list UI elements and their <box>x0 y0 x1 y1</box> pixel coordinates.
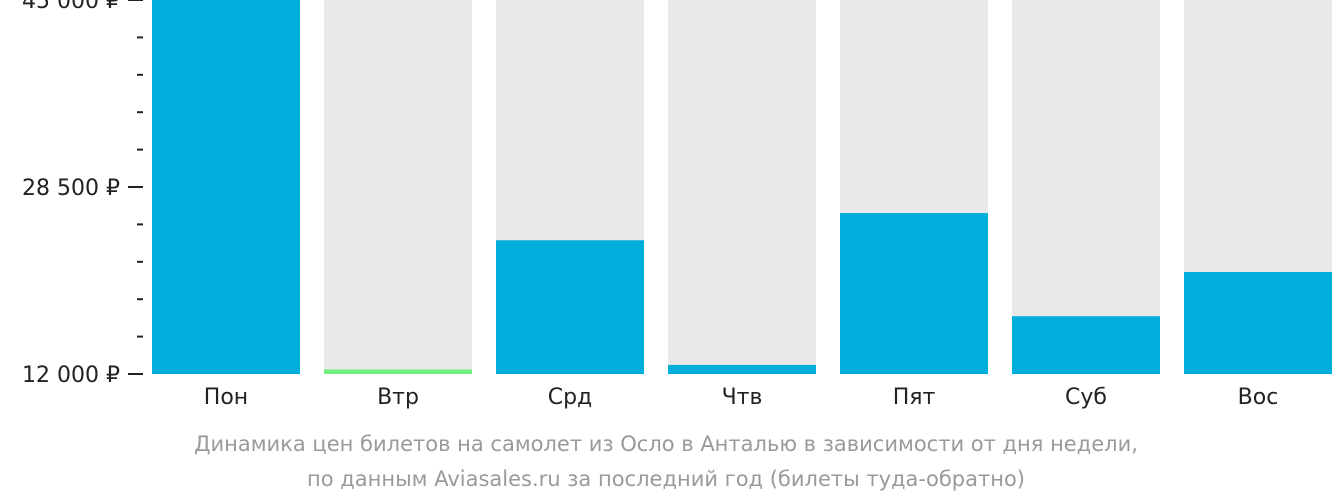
bar-background-1 <box>324 0 472 374</box>
y-tick-label-1: 28 500 ₽ <box>22 176 120 201</box>
bar-1 <box>324 369 472 374</box>
bar-6 <box>1184 272 1332 374</box>
x-tick-label-5: Суб <box>1065 385 1107 410</box>
x-tick-label-1: Втр <box>377 385 419 410</box>
chart-caption-line-2: по данным Aviasales.ru за последний год … <box>307 467 1025 491</box>
y-tick-label-0: 45 000 ₽ <box>22 0 120 14</box>
bar-background-3 <box>668 0 816 374</box>
bar-2 <box>496 240 644 374</box>
bar-background-5 <box>1012 0 1160 374</box>
bar-5 <box>1012 316 1160 374</box>
x-tick-label-3: Чтв <box>722 385 763 410</box>
x-tick-label-6: Вос <box>1238 385 1279 410</box>
y-axis: 45 000 ₽ 28 500 ₽ 12 000 ₽ <box>22 0 143 388</box>
bar-0 <box>152 0 300 374</box>
bars <box>152 0 1332 374</box>
bar-4 <box>840 213 988 374</box>
x-tick-label-2: Срд <box>548 385 593 410</box>
bar-3 <box>668 364 816 374</box>
x-tick-label-0: Пон <box>204 385 248 410</box>
x-tick-label-4: Пят <box>893 385 936 410</box>
bar-chart: 45 000 ₽ 28 500 ₽ 12 000 ₽ Пон Втр Срд Чтв Пят… <box>22 0 1332 410</box>
chart-caption-line-1: Динамика цен билетов на самолет из Осло … <box>194 432 1138 456</box>
y-tick-label-2: 12 000 ₽ <box>22 363 120 388</box>
x-axis-labels: Пон Втр Срд Чтв Пят Суб Вос <box>204 385 1279 410</box>
